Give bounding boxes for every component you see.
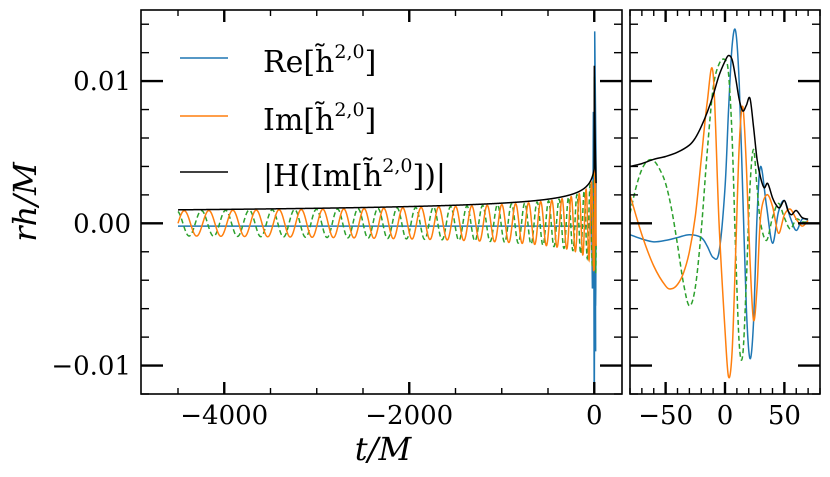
legend-label-re: Re[h̃2,0] [263,41,376,80]
main-x-tick-labels: −4000 −2000 0 [180,401,602,431]
zoom-x-tick-labels: −50 0 50 [638,401,801,431]
series-hilbert-zoom [630,54,809,220]
zoom-panel: −50 0 50 [629,9,821,431]
legend-label-im: Im[h̃2,0] [263,99,376,138]
main-panel: −4000 −2000 0 −0.01 0.00 0.01 Re[h̃2,0] Im[h… [6,9,623,468]
x-axis-label: t/M [355,430,413,468]
series-re-main [178,31,597,394]
x-tick-label: 50 [768,401,801,431]
zoom-ticks [629,10,821,395]
y-tick-label: 0.01 [73,67,131,97]
zoom-plot-area [630,28,809,379]
y-axis-label: rh/M [6,161,44,242]
main-ticks [141,10,622,395]
legend-label-hilbert: |H(Im[h̃2,0])| [263,155,446,194]
x-tick-label: 0 [717,401,734,431]
x-tick-label: −4000 [180,401,268,431]
series-im-zoom [630,67,809,379]
y-tick-label: −0.01 [51,352,131,382]
x-tick-label: −2000 [365,401,453,431]
series-im-main [177,147,597,272]
series-shifted-zoom [630,58,809,361]
main-y-tick-labels: −0.01 0.00 0.01 [51,67,131,381]
series-hilbert-main [178,65,597,211]
legend: Re[h̃2,0] Im[h̃2,0] |H(Im[h̃2,0])| [180,41,446,194]
main-plot-area [177,31,597,394]
series-re-zoom [630,28,809,360]
main-frame [140,9,623,395]
x-tick-label: −50 [638,401,693,431]
x-tick-label: 0 [586,401,603,431]
y-tick-label: 0.00 [73,209,131,239]
